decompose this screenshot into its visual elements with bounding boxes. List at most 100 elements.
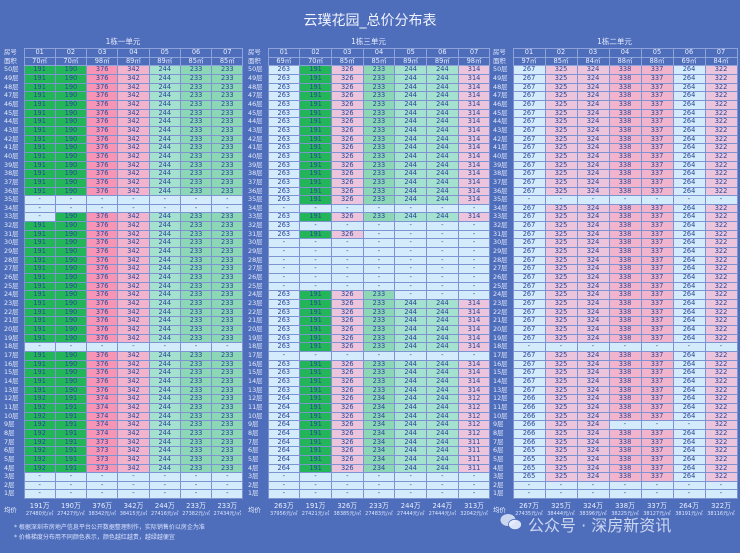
floor-label: 17层 (493, 351, 508, 359)
block-title: 1栋一单元 (105, 37, 141, 46)
room-area: 88㎡ (640, 56, 674, 67)
price-cell: 338 (608, 117, 642, 127)
price-cell: 337 (640, 385, 674, 396)
price-cell-empty: - (86, 472, 119, 482)
price-cell: 376 (86, 350, 119, 361)
price-cell: 264 (672, 359, 706, 370)
price-cell-empty: - (362, 264, 396, 275)
price-cell: 190 (54, 177, 88, 188)
price-cell: 264 (672, 402, 706, 413)
price-cell: 264 (672, 238, 706, 249)
room-area: 97㎡ (512, 56, 546, 67)
table-row: 32层 267 325 324 338 337 264 322 (492, 221, 738, 231)
price-cell: 314 (457, 359, 491, 370)
price-cell: 244 (426, 99, 459, 110)
price-cell: 342 (117, 325, 150, 335)
price-cell-empty: - (426, 264, 459, 275)
price-cell: 324 (576, 82, 610, 93)
price-cell-empty: - (457, 350, 491, 361)
price-cell: 267 (512, 134, 546, 145)
price-cell: 314 (457, 307, 491, 318)
price-cell: 267 (512, 273, 546, 283)
table-row: 50层 263 191 326 233 244 244 314 (247, 65, 491, 75)
price-cell: 191 (299, 108, 332, 119)
price-cell: 264 (672, 385, 706, 396)
price-cell: 264 (267, 454, 301, 465)
price-cell: 267 (512, 376, 546, 387)
price-cell: 190 (54, 212, 88, 223)
price-cell-empty: - (330, 255, 364, 266)
price-cell-empty: - (179, 195, 213, 205)
price-cell: 314 (457, 108, 491, 119)
price-cell: 244 (426, 385, 459, 396)
price-cell: 374 (86, 394, 119, 404)
floor-label: 21层 (4, 316, 19, 325)
price-cell: 233 (179, 238, 213, 249)
price-cell: 325 (544, 91, 578, 101)
price-cell-empty: - (179, 472, 213, 482)
average-price: 244万 (432, 502, 453, 511)
price-cell-empty: - (362, 472, 396, 482)
floor-label: 31层 (493, 230, 508, 238)
table-row: 27层 - - - - - - - (247, 264, 491, 275)
price-cell: 191 (299, 117, 332, 127)
table-row: 31层 267 325 324 338 337 264 322 (492, 229, 738, 240)
price-cell-empty: - (394, 264, 428, 275)
price-cell: 338 (608, 177, 642, 188)
average-row: 均价 267万 27435元/㎡ 325万 38444元/㎡ 324万 38396元/㎡ 33… (492, 499, 737, 522)
price-cell: 233 (179, 359, 213, 370)
price-cell: 191 (54, 402, 88, 413)
price-cell: 314 (457, 82, 491, 93)
table-row: 48层 191 190 376 342 244 233 233 (3, 82, 244, 93)
price-cell: 191 (23, 273, 56, 283)
table-row: 39层 263 191 326 233 244 244 314 (247, 160, 491, 171)
price-cell: 314 (457, 368, 491, 378)
price-cell: 190 (54, 186, 88, 197)
room-number: 07 (704, 48, 738, 58)
table-row: 20层 263 191 326 233 244 244 314 (247, 325, 491, 335)
price-cell-empty: - (544, 195, 578, 205)
price-cell: 263 (267, 73, 301, 84)
price-cell: 191 (299, 65, 332, 75)
price-cell-empty: - (330, 203, 364, 214)
price-cell: 342 (117, 290, 150, 301)
price-cell: 337 (640, 325, 674, 335)
price-cell: 263 (267, 342, 301, 352)
price-cell: 191 (54, 454, 88, 465)
price-cell: 314 (457, 342, 491, 352)
price-cell-empty: - (267, 255, 301, 266)
price-cell: 324 (576, 273, 610, 283)
price-cell: 244 (148, 420, 181, 430)
price-cell: 244 (148, 264, 181, 275)
floor-label: 36层 (248, 187, 263, 195)
price-cell: 244 (394, 454, 428, 465)
price-cell: 337 (640, 402, 674, 413)
price-cell: 244 (426, 368, 459, 378)
price-cell: 244 (148, 359, 181, 370)
table-row: 1层 - - - - - - - (492, 489, 738, 500)
price-cell: 267 (512, 359, 546, 370)
price-cell: 191 (23, 376, 56, 387)
price-cell: 267 (512, 368, 546, 378)
floor-label: 10层 (4, 412, 19, 420)
average-price: 191万 (305, 502, 326, 511)
price-cell-empty: - (267, 480, 301, 491)
floor-label: 19层 (493, 334, 508, 342)
price-cell: 244 (426, 411, 459, 422)
floor-label: 7层 (493, 438, 504, 446)
floor-label: 47层 (248, 91, 263, 100)
price-cell-empty: - (86, 342, 119, 352)
price-cell-empty: - (512, 489, 546, 500)
table-row: 19层 267 325 324 338 337 264 322 (492, 333, 738, 344)
price-cell-empty: - (267, 350, 301, 361)
price-cell: 190 (54, 151, 88, 162)
price-cell: 244 (148, 454, 181, 465)
watermark-text: 公众号 · 深房新资讯 (528, 516, 672, 535)
price-cell: 191 (299, 186, 332, 197)
price-cell: 376 (86, 247, 119, 257)
price-cell: 337 (640, 411, 674, 422)
price-cell: 233 (179, 437, 213, 448)
price-cell: 376 (86, 169, 119, 179)
table-row: 47层 191 190 376 342 244 233 233 (3, 91, 244, 101)
price-cell: 342 (117, 134, 150, 145)
